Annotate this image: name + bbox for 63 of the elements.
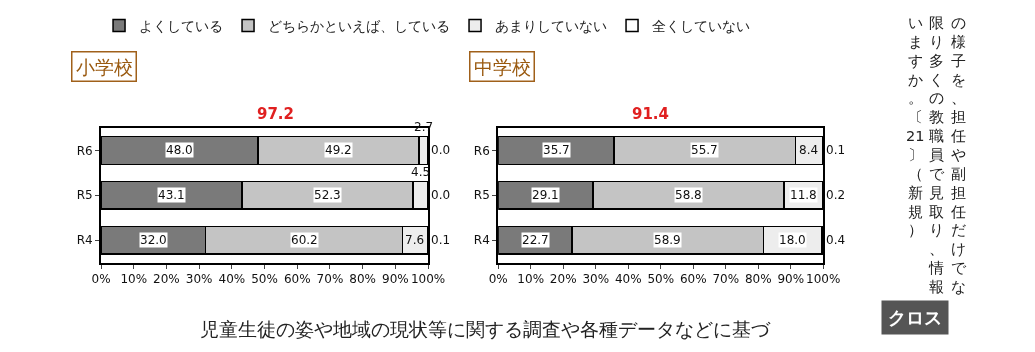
data-label: 32.0 (140, 233, 167, 247)
data-label: 58.9 (654, 233, 681, 247)
x-tick-label: 40% (614, 272, 642, 287)
text: 児童生徒の姿や地域の現状等に関する調査や各種データなどに基づ (200, 318, 771, 340)
data-label: 18.0 (779, 233, 806, 247)
legend-label: どちらかといえば、している (268, 18, 451, 35)
x-tick-label: 40% (218, 272, 246, 287)
x-tick-label: 90% (777, 272, 805, 287)
data-label: 0.0 (431, 143, 451, 157)
x-tick-label: 0% (91, 272, 111, 287)
data-label: 0.1 (431, 233, 451, 247)
text: の様子を、担任や副担任だけでな (951, 15, 966, 295)
y-tick-label: R4 (76, 233, 93, 248)
text: 91.4 (632, 105, 670, 123)
text: いますか。〔21〕（新規） (906, 15, 925, 239)
y-tick-label: R4 (473, 233, 490, 248)
data-label: 52.3 (314, 188, 341, 202)
data-label: 55.7 (691, 143, 718, 157)
x-tick-label: 30% (185, 272, 213, 287)
data-label: 48.0 (166, 143, 193, 157)
x-tick-label: 70% (316, 272, 344, 287)
data-label: 0.0 (431, 188, 451, 202)
x-tick-label: 0% (488, 272, 508, 287)
text: 97.2 (257, 105, 295, 123)
y-tick-label: R5 (473, 188, 490, 203)
x-tick-label: 70% (712, 272, 740, 287)
x-tick-label: 20% (153, 272, 180, 287)
x-tick-label: 10% (517, 272, 545, 287)
data-label: 43.1 (158, 188, 185, 202)
x-tick-label: 10% (120, 272, 148, 287)
data-label: 60.2 (291, 233, 318, 247)
legend-label: よくしている (139, 18, 224, 35)
data-label: 58.8 (675, 188, 702, 202)
text: 限り多くの教職員で見取り、情報 (929, 15, 944, 295)
x-tick-label: 50% (647, 272, 675, 287)
x-tick-label: 100% (806, 272, 841, 287)
x-tick-label: 60% (679, 272, 707, 287)
x-tick-label: 80% (349, 272, 376, 287)
data-label: 7.6 (405, 233, 425, 247)
x-tick-label: 90% (382, 272, 409, 287)
legend-label: あまりしていない (495, 18, 608, 35)
legend-label: 全くしていない (652, 18, 751, 35)
y-tick-label: R6 (473, 143, 490, 158)
x-tick-label: 100% (410, 272, 446, 287)
data-label: 8.4 (799, 143, 819, 157)
data-label: 0.4 (826, 233, 846, 247)
chart-title: 小学校 (75, 55, 133, 78)
x-tick-label: 60% (283, 272, 311, 287)
data-label: 11.8 (790, 188, 817, 202)
data-label: 0.1 (826, 143, 846, 157)
chart-title: 中学校 (473, 55, 531, 78)
data-label: 22.7 (522, 233, 549, 247)
y-tick-label: R5 (76, 188, 93, 203)
text: クロス (888, 307, 942, 328)
data-label: 0.2 (826, 188, 846, 202)
x-tick-label: 50% (251, 272, 278, 287)
x-tick-label: 20% (549, 272, 577, 287)
data-label: 29.1 (532, 188, 559, 202)
y-tick-label: R6 (76, 143, 93, 158)
data-label: 49.2 (325, 143, 352, 157)
data-label: 35.7 (543, 143, 570, 157)
x-tick-label: 30% (582, 272, 610, 287)
x-tick-label: 80% (744, 272, 772, 287)
